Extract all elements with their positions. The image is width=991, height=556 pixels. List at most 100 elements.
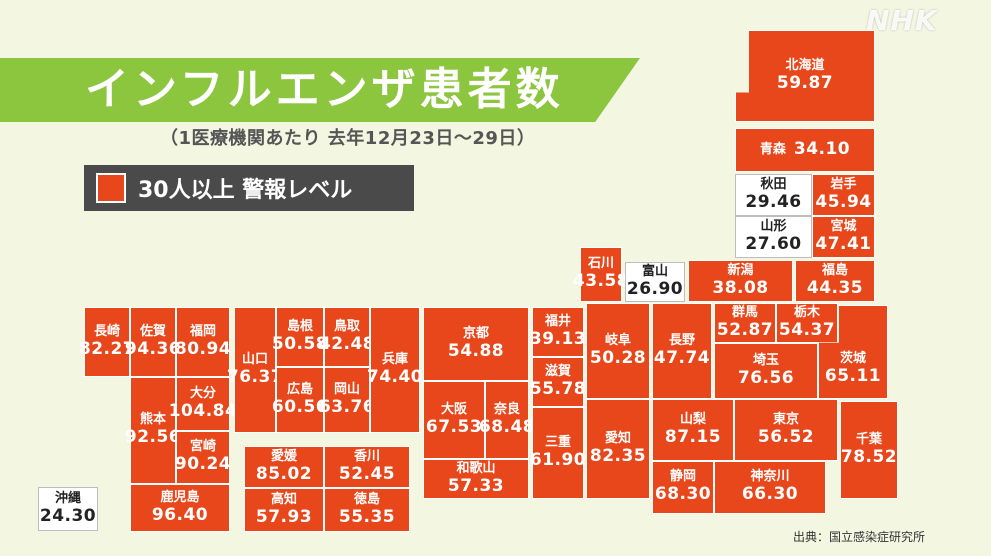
- pref-value: 27.60: [745, 233, 802, 254]
- pref-name: 熊本: [139, 412, 166, 428]
- pref-value: 63.76: [318, 396, 376, 417]
- pref-value: 43.58: [572, 271, 630, 292]
- pref-name: 宮崎: [189, 439, 216, 455]
- pref-shizuoka: 静岡 68.30: [652, 461, 714, 514]
- pref-name: 新潟: [727, 262, 754, 278]
- pref-value: 82.27: [78, 338, 136, 359]
- pref-name: 鹿児島: [160, 489, 200, 505]
- pref-name: 茨城: [839, 350, 866, 366]
- title-band: [0, 58, 640, 122]
- pref-name: 三重: [544, 434, 571, 450]
- pref-name: 埼玉: [752, 352, 779, 368]
- pref-value: 76.37: [226, 366, 284, 387]
- pref-name: 長崎: [93, 323, 120, 339]
- pref-name: 大阪: [440, 401, 467, 417]
- pref-mie: 三重 61.90: [529, 407, 587, 499]
- pref-iwate: 岩手 45.94: [812, 174, 875, 216]
- pref-name: 山口: [241, 351, 268, 367]
- nhk-logo: NHK: [866, 4, 938, 37]
- pref-hokkaido: 北海道 59.87: [735, 30, 875, 122]
- pref-name: 福島: [821, 262, 848, 278]
- pref-name: 秋田: [760, 176, 787, 192]
- pref-value: 42.48: [318, 333, 376, 354]
- pref-name: 島根: [286, 318, 313, 334]
- pref-name: 栃木: [793, 304, 820, 320]
- pref-value: 94.36: [124, 338, 182, 359]
- pref-name: 愛媛: [270, 448, 297, 464]
- pref-gifu: 岐阜 50.28: [586, 303, 650, 399]
- pref-name: 京都: [462, 325, 489, 341]
- pref-value: 78.52: [840, 446, 898, 467]
- pref-fukushima: 福島 44.35: [795, 260, 875, 302]
- pref-name: 広島: [286, 381, 313, 397]
- pref-nagano: 長野 47.74: [652, 303, 712, 399]
- pref-name: 福井: [544, 313, 571, 329]
- pref-oita: 大分 104.84: [169, 377, 237, 431]
- pref-name: 高知: [270, 491, 297, 507]
- pref-value: 52.45: [338, 463, 396, 484]
- pref-ehime: 愛媛 85.02: [244, 446, 324, 488]
- pref-niigata: 新潟 38.08: [688, 260, 793, 302]
- subtitle: （1医療機関あたり 去年12月23日～29日）: [160, 128, 536, 149]
- pref-yamanashi: 山梨 87.15: [652, 399, 734, 461]
- pref-value: 104.84: [168, 400, 238, 421]
- pref-fukuoka: 福岡 80.94: [175, 307, 231, 377]
- pref-value: 87.15: [664, 426, 722, 447]
- pref-name: 山形: [760, 218, 787, 234]
- pref-aichi: 愛知 82.35: [586, 399, 650, 499]
- pref-name: 東京: [772, 411, 799, 427]
- source-credit: 出典：国立感染症研究所: [793, 530, 926, 544]
- pref-value: 55.35: [338, 506, 396, 527]
- pref-shiga: 滋賀 55.78: [529, 357, 587, 407]
- pref-value: 50.58: [271, 333, 329, 354]
- pref-value: 67.53: [425, 416, 483, 437]
- pref-saga: 佐賀 94.36: [125, 307, 181, 377]
- pref-name: 福岡: [189, 323, 216, 339]
- pref-name: 宮城: [830, 218, 857, 234]
- pref-value: 34.10: [793, 139, 851, 160]
- pref-kumamoto: 熊本 92.56: [125, 377, 181, 484]
- pref-nagasaki: 長崎 82.27: [79, 307, 135, 377]
- pref-value: 38.08: [712, 277, 769, 298]
- pref-kagawa: 香川 52.45: [324, 446, 410, 488]
- pref-name: 千葉: [855, 431, 882, 447]
- pref-value: 39.13: [529, 328, 587, 349]
- pref-yamaguchi: 山口 76.37: [227, 307, 283, 433]
- pref-value: 47.74: [653, 347, 711, 368]
- pref-name: 佐賀: [139, 323, 166, 339]
- pref-name: 奈良: [493, 401, 520, 417]
- pref-wakayama: 和歌山 57.33: [423, 459, 529, 499]
- pref-tokyo: 東京 56.52: [734, 399, 838, 461]
- pref-value: 68.30: [654, 484, 712, 505]
- pref-name: 岡山: [333, 381, 360, 397]
- pref-name: 鳥取: [333, 318, 360, 334]
- pref-name: 和歌山: [456, 460, 496, 476]
- pref-value: 90.24: [174, 454, 232, 475]
- pref-yamagata: 山形 27.60: [735, 216, 812, 258]
- pref-value: 57.33: [447, 475, 505, 496]
- pref-value: 85.02: [255, 463, 313, 484]
- pref-name: 香川: [353, 448, 380, 464]
- pref-value: 26.90: [626, 278, 684, 299]
- pref-tochigi: 栃木 54.37: [776, 303, 838, 343]
- pref-name: 大分: [189, 385, 216, 401]
- pref-value: 76.56: [737, 367, 795, 388]
- pref-name: 長野: [668, 332, 695, 348]
- pref-value: 52.87: [716, 319, 774, 340]
- pref-shimane: 島根 50.58: [272, 307, 328, 367]
- pref-name: 石川: [587, 256, 614, 272]
- pref-value: 61.90: [529, 449, 587, 470]
- legend-label: 30人以上 警報レベル: [138, 178, 353, 203]
- pref-value: 92.56: [124, 427, 182, 448]
- page-title: インフルエンザ患者数: [85, 64, 564, 115]
- pref-value: 55.78: [529, 378, 587, 399]
- pref-akita: 秋田 29.46: [735, 174, 812, 216]
- pref-value: 65.11: [824, 365, 882, 386]
- pref-name: 滋賀: [544, 363, 571, 379]
- pref-ibaraki: 茨城 65.11: [818, 305, 888, 399]
- pref-kyoto: 京都 54.88: [423, 307, 529, 381]
- pref-name: 岩手: [830, 176, 857, 192]
- pref-value: 50.28: [589, 347, 647, 368]
- pref-value: 47.41: [815, 233, 872, 254]
- pref-name: 神奈川: [750, 469, 790, 485]
